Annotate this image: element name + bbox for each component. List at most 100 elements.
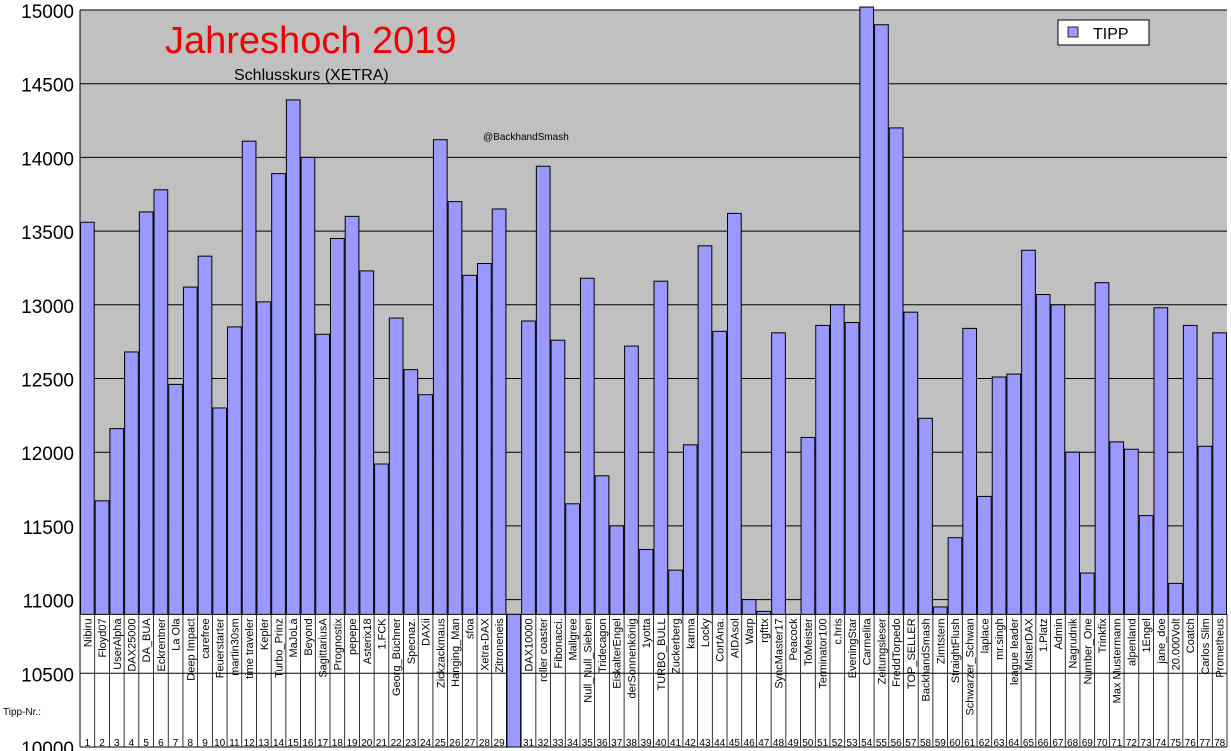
legend: TIPP bbox=[1057, 19, 1150, 46]
tipp-number: 42 bbox=[685, 738, 697, 749]
tipp-number: 4 bbox=[129, 738, 135, 749]
category-label: Feuerstarter bbox=[215, 618, 227, 678]
category-label: AIDAsol bbox=[729, 618, 741, 658]
tipp-number: 67 bbox=[1052, 738, 1064, 749]
tipp-number: 8 bbox=[188, 738, 194, 749]
y-tick-label: 12500 bbox=[21, 371, 74, 392]
tipp-number: 58 bbox=[920, 738, 932, 749]
tipp-number: 17 bbox=[317, 738, 329, 749]
category-label: Locky bbox=[700, 618, 712, 647]
tipp-number: 78 bbox=[1214, 738, 1226, 749]
category-label: c.hris bbox=[832, 618, 844, 645]
tipp-number: 66 bbox=[1038, 738, 1050, 749]
tipp-number: 34 bbox=[567, 738, 579, 749]
legend-label: TIPP bbox=[1093, 26, 1129, 43]
category-label: ToMeister bbox=[803, 618, 815, 666]
tipp-number: 44 bbox=[714, 738, 726, 749]
tipp-number: 45 bbox=[729, 738, 741, 749]
y-tick-label: 14500 bbox=[21, 76, 74, 97]
category-label: TOP_SELLER bbox=[906, 618, 918, 689]
legend-box bbox=[1057, 19, 1150, 46]
category-label: Zuckerberg bbox=[671, 618, 683, 674]
tipp-number: 68 bbox=[1067, 738, 1079, 749]
category-label: Floyd07 bbox=[97, 618, 109, 657]
tipp-number: 53 bbox=[846, 738, 858, 749]
tipp-number: 25 bbox=[435, 738, 447, 749]
tipp-number: 26 bbox=[449, 738, 461, 749]
category-label: Zeitungsleser bbox=[876, 618, 888, 684]
tipp-number: 27 bbox=[464, 738, 476, 749]
category-label: laplace bbox=[979, 618, 991, 653]
category-label: SyncMaster17 bbox=[773, 618, 785, 688]
tipp-number: 39 bbox=[641, 738, 653, 749]
category-label: roller coaster bbox=[538, 618, 550, 682]
tipp-number: 15 bbox=[288, 738, 300, 749]
tipp-number: 65 bbox=[1023, 738, 1035, 749]
tipp-number: 72 bbox=[1126, 738, 1138, 749]
category-label: Prognostix bbox=[332, 618, 344, 670]
category-label: Trinkfix bbox=[1097, 618, 1109, 654]
tipp-number: 10 bbox=[214, 738, 226, 749]
category-label: carefree bbox=[200, 618, 212, 658]
y-tick-label: 15000 bbox=[21, 2, 74, 23]
tipp-number: 7 bbox=[173, 738, 179, 749]
category-label: league leader bbox=[1009, 618, 1021, 685]
y-tick-label: 10500 bbox=[21, 665, 74, 686]
category-label: Beyond bbox=[303, 618, 315, 655]
category-label: TURBO_BULL bbox=[656, 618, 668, 690]
category-label: Hanging_Man bbox=[450, 618, 462, 687]
tipp-number: 12 bbox=[244, 738, 256, 749]
category-label: La Ola bbox=[171, 617, 183, 650]
tipp-number: 33 bbox=[552, 738, 564, 749]
tipp-number: 21 bbox=[376, 738, 388, 749]
tipp-number: 59 bbox=[935, 738, 947, 749]
tipp-number: 57 bbox=[905, 738, 917, 749]
tipp-number: 61 bbox=[964, 738, 976, 749]
tipp-number: 32 bbox=[538, 738, 550, 749]
tipp-number: 28 bbox=[479, 738, 491, 749]
tipp-number: 46 bbox=[744, 738, 756, 749]
category-label: Asterix18 bbox=[362, 618, 374, 664]
tipp-number: 24 bbox=[420, 738, 432, 749]
category-label: sfoa bbox=[465, 617, 477, 639]
category-label: MaJoLa bbox=[288, 617, 300, 657]
tipp-number: 41 bbox=[670, 738, 682, 749]
category-label: Specnaz. bbox=[406, 618, 418, 664]
tipp-number: 77 bbox=[1199, 738, 1211, 749]
category-label: Eckrentner bbox=[156, 618, 168, 672]
y-axis-ticks: 10000 10500 11000 11500 12000 12500 13000 13500… bbox=[21, 2, 74, 751]
tipp-number: 13 bbox=[258, 738, 270, 749]
tipp-number: 69 bbox=[1082, 738, 1094, 749]
category-label: Admin bbox=[1053, 618, 1065, 649]
tipp-number-labels: 1 2 3 4 5 6 7 8 9 10 11 12 13 14 15 16 17 18 19 20 21 22 23 24 2… bbox=[85, 613, 1226, 749]
tipp-number: 23 bbox=[405, 738, 417, 749]
tipp-number: 5 bbox=[143, 738, 149, 749]
y-tick-label: 11000 bbox=[23, 592, 74, 613]
category-label: Georg_Büchner bbox=[391, 618, 403, 696]
bar-overlay bbox=[506, 613, 522, 748]
category-label: Null_Null_Sieben bbox=[582, 618, 594, 702]
tipp-number: 40 bbox=[655, 738, 667, 749]
tipp-number: 49 bbox=[788, 738, 800, 749]
category-label: 1yotta bbox=[641, 617, 653, 648]
tipp-number: 2 bbox=[99, 738, 105, 749]
y-tick-label: 13000 bbox=[21, 297, 74, 318]
category-label: Carlos Slim bbox=[1200, 618, 1212, 674]
category-label: Fibonacci. bbox=[553, 618, 565, 668]
category-label: Turbo_Prinz bbox=[274, 618, 286, 678]
tipp-number: 63 bbox=[994, 738, 1006, 749]
category-label: rgfttx bbox=[759, 618, 771, 643]
chart-title: Jahreshoch 2019 bbox=[165, 20, 457, 62]
tipp-number: 16 bbox=[302, 738, 314, 749]
category-label: Prometheus bbox=[1215, 618, 1227, 678]
y-tick-label: 14000 bbox=[21, 149, 74, 170]
category-label: Number_One bbox=[1082, 618, 1094, 684]
chart-subtitle: Schlusskurs (XETRA) bbox=[234, 67, 389, 84]
tipp-number: 55 bbox=[876, 738, 888, 749]
category-label: EveningStar bbox=[847, 618, 859, 678]
tipp-number: 64 bbox=[1008, 738, 1020, 749]
category-label: Peacock bbox=[788, 618, 800, 661]
category-label: time traveler bbox=[244, 618, 256, 679]
category-label: DAX10000 bbox=[524, 618, 536, 671]
tipp-number: 62 bbox=[979, 738, 991, 749]
